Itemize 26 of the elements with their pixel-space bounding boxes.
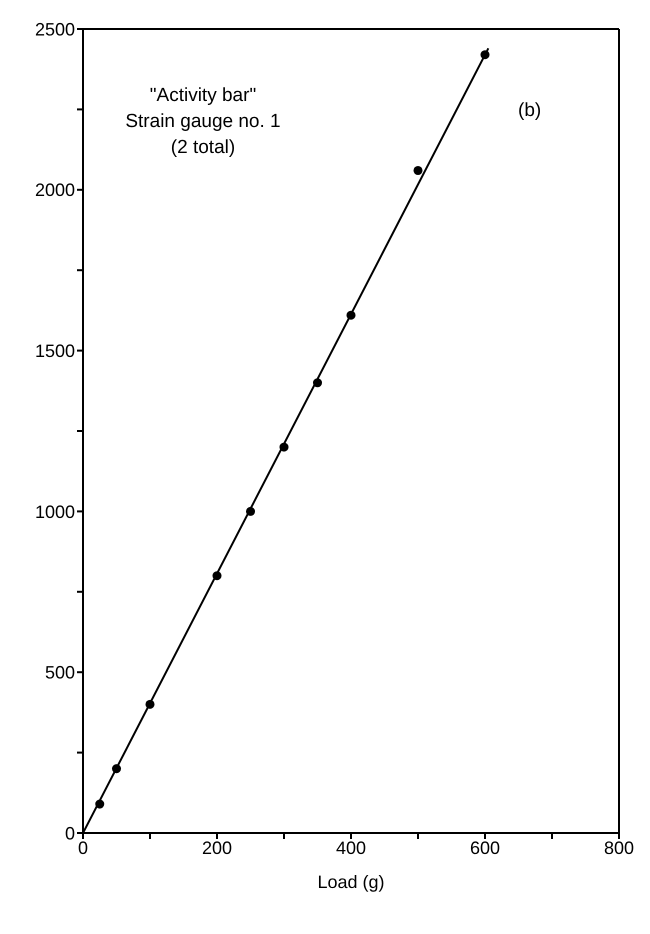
x-tick-label: 600 — [470, 838, 500, 858]
y-tick-label: 2000 — [34, 180, 75, 200]
point — [212, 571, 222, 580]
point — [279, 442, 289, 452]
x-tick-label: 400 — [336, 838, 366, 858]
y-tick-label: 2500 — [34, 19, 75, 40]
point — [145, 700, 155, 709]
annotation: "Activity bar" — [148, 84, 258, 108]
annotation: Strain gauge no. 1 — [124, 110, 282, 134]
x-tick-label: 0 — [78, 838, 88, 858]
x-tick-label: 800 — [604, 838, 634, 858]
point — [413, 166, 423, 176]
y-tick-label: 0 — [64, 823, 75, 844]
point — [112, 764, 122, 774]
point — [95, 800, 104, 809]
point — [346, 310, 356, 320]
point — [480, 50, 490, 60]
y-tick-label: 1000 — [34, 502, 75, 522]
x-tick-label: 200 — [202, 838, 232, 858]
annotation: (b) — [518, 100, 542, 122]
point — [246, 506, 256, 516]
y-tick-label: 500 — [44, 662, 75, 683]
point — [312, 378, 322, 388]
x-axis-title: Load (g) — [317, 872, 385, 892]
y-tick-label: 1500 — [34, 340, 75, 361]
annotation: (2 total) — [170, 136, 236, 160]
